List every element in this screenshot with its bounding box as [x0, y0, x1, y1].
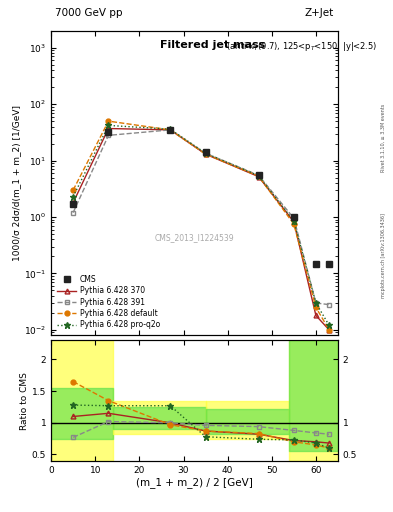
Y-axis label: 1000/σ 2dσ/d(m_1 + m_2) [1/GeV]: 1000/σ 2dσ/d(m_1 + m_2) [1/GeV]	[12, 105, 21, 261]
Legend: CMS, Pythia 6.428 370, Pythia 6.428 391, Pythia 6.428 default, Pythia 6.428 pro-: CMS, Pythia 6.428 370, Pythia 6.428 391,…	[55, 273, 163, 332]
Text: Rivet 3.1.10, ≥ 3.3M events: Rivet 3.1.10, ≥ 3.3M events	[381, 104, 386, 173]
Y-axis label: Ratio to CMS: Ratio to CMS	[20, 372, 29, 430]
Text: mcplots.cern.ch [arXiv:1306.3436]: mcplots.cern.ch [arXiv:1306.3436]	[381, 214, 386, 298]
Text: CMS_2013_I1224539: CMS_2013_I1224539	[155, 233, 234, 242]
Text: Z+Jet: Z+Jet	[305, 8, 334, 18]
Text: Filtered jet mass: Filtered jet mass	[160, 40, 265, 50]
X-axis label: (m_1 + m_2) / 2 [GeV]: (m_1 + m_2) / 2 [GeV]	[136, 477, 253, 488]
Text: (anti-k$_T$(0.7), 125<p$_T$<150, |y|<2.5): (anti-k$_T$(0.7), 125<p$_T$<150, |y|<2.5…	[160, 40, 377, 53]
Text: 7000 GeV pp: 7000 GeV pp	[55, 8, 123, 18]
